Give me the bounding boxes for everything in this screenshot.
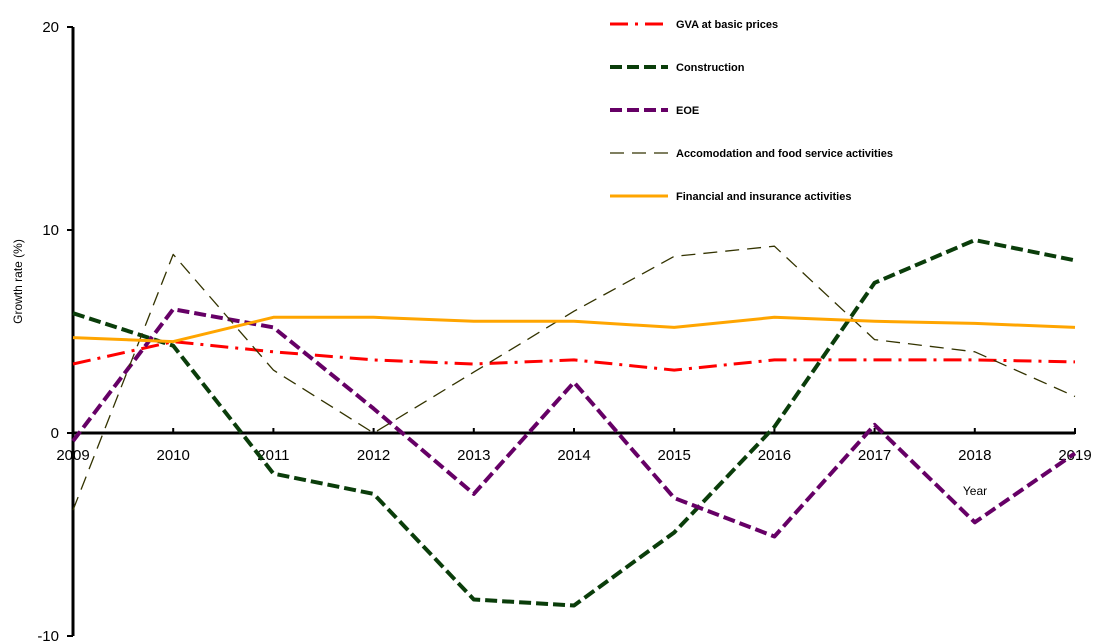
series-line-4 [72,315,1076,344]
legend-label-1: Construction [676,62,745,74]
x-tick-label: 2018 [958,447,991,464]
x-tick-label: 2011 [257,447,289,464]
x-tick-label: 2016 [758,447,791,464]
legend-label-0: GVA at basic prices [676,19,778,31]
legend-label-3: Accomodation and food service activities [676,148,893,160]
series-line-0 [72,340,1076,372]
series-line-3 [72,245,1076,511]
x-axis-title: Year [963,484,987,498]
x-tick-label: 2014 [557,447,590,464]
series-line-1 [72,238,1076,608]
y-axis-title: Growth rate (%) [11,239,25,324]
legend-label-2: EOE [676,105,699,117]
x-tick-label: 2017 [858,447,891,464]
y-tick-label: -10 [37,628,59,641]
y-tick-label: 20 [42,19,59,36]
x-tick-label: 2015 [658,447,691,464]
tick-labels: -10 0 10 20 2009 2010 2011 2012 2013 2014 2015 2016… [37,19,1091,641]
x-tick-label: 2013 [457,447,490,464]
series-layer [71,238,1077,608]
x-tick-label: 2009 [56,447,89,464]
y-tick-label: 10 [42,222,59,239]
x-tick-label: 2010 [157,447,190,464]
series-line-2 [71,307,1077,539]
y-tick-label: 0 [51,425,59,442]
legend-label-4: Financial and insurance activities [676,191,851,203]
legend: GVA at basic prices Construction EOE Accomo… [610,19,893,203]
x-tick-label: 2012 [357,447,390,464]
